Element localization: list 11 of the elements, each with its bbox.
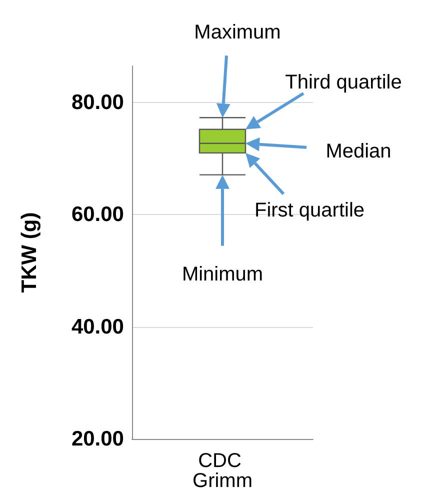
- x-tick-label: CDC Grimm: [192, 450, 252, 491]
- y-tick-label: 80.00: [71, 90, 124, 114]
- y-tick-label: 20.00: [71, 428, 124, 450]
- annotation: First quartile: [254, 199, 365, 222]
- y-axis-title: TKW (g): [18, 212, 41, 293]
- annotation: Minimum: [182, 263, 264, 286]
- y-tick-label: 60.00: [71, 203, 124, 226]
- y-tick-label: 40.00: [71, 315, 124, 338]
- text: Median: [326, 140, 392, 164]
- text: Maximum: [194, 21, 281, 44]
- annotation: Third quartile: [285, 72, 402, 95]
